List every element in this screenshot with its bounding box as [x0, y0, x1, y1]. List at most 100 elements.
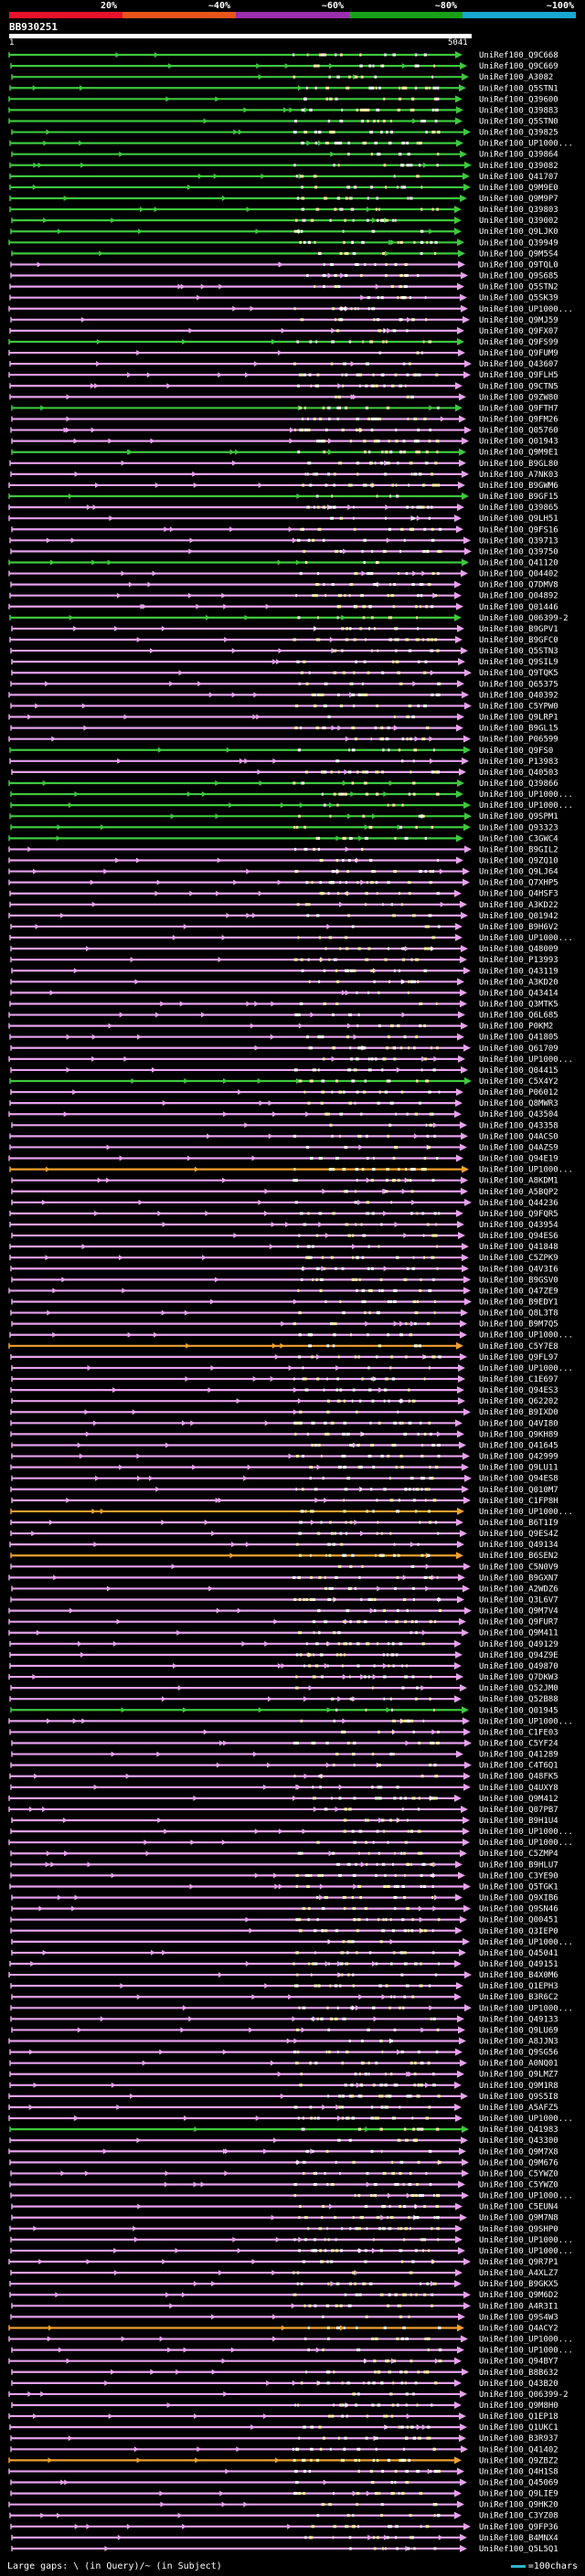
- hit-row[interactable]: UniRef100_P0KM2: [8, 1023, 553, 1032]
- hit-row[interactable]: UniRef100_UP1000...: [10, 2191, 573, 2201]
- hit-row[interactable]: UniRef100_Q4H1S8: [8, 2467, 558, 2476]
- hit-row[interactable]: UniRef100_C3GWC4: [8, 834, 558, 843]
- hit-row[interactable]: UniRef100_A5BQP2: [11, 1187, 558, 1197]
- hit-row[interactable]: UniRef100_Q1UKC1: [9, 2423, 558, 2433]
- hit-row[interactable]: UniRef100_Q5STN0: [8, 117, 558, 127]
- hit-row[interactable]: UniRef100_Q43414: [10, 989, 558, 998]
- hit-row[interactable]: UniRef100_UP1000...: [9, 934, 573, 943]
- hit-row[interactable]: UniRef100_Q49129: [9, 1640, 558, 1649]
- hit-row[interactable]: UniRef100_UP1000...: [11, 1938, 573, 1947]
- hit-row[interactable]: UniRef100_Q5L5Q1: [11, 2544, 558, 2554]
- hit-row[interactable]: UniRef100_B9GSV0: [11, 1276, 558, 1285]
- hit-row[interactable]: UniRef100_Q39883: [8, 106, 558, 115]
- hit-row[interactable]: UniRef100_Q9FUR7: [8, 1617, 558, 1627]
- hit-row[interactable]: UniRef100_Q52JM0: [10, 1684, 558, 1693]
- hit-row[interactable]: UniRef100_UP1000...: [9, 1166, 573, 1175]
- hit-row[interactable]: UniRef100_Q05760: [10, 426, 558, 436]
- hit-row[interactable]: UniRef100_B9GKX5: [9, 2280, 558, 2289]
- hit-row[interactable]: UniRef100_Q40503: [11, 769, 558, 778]
- hit-row[interactable]: UniRef100_Q9FS0: [9, 746, 553, 756]
- hit-row[interactable]: UniRef100_Q39864: [11, 151, 558, 160]
- hit-row[interactable]: UniRef100_Q49134: [9, 1541, 558, 1550]
- hit-row[interactable]: UniRef100_Q41289: [11, 1750, 558, 1760]
- hit-row[interactable]: UniRef100_P13983: [9, 758, 558, 767]
- hit-row[interactable]: UniRef100_Q9SG56: [9, 2048, 558, 2058]
- hit-row[interactable]: UniRef100_Q9M7N8: [11, 2214, 558, 2223]
- hit-row[interactable]: UniRef100_Q48009: [10, 945, 558, 954]
- hit-row[interactable]: UniRef100_Q9M412: [8, 1794, 558, 1804]
- hit-row[interactable]: UniRef100_C5YWZ0: [9, 2180, 558, 2190]
- hit-row[interactable]: UniRef100_P06599: [8, 735, 558, 745]
- hit-row[interactable]: UniRef100_Q9FS99: [8, 337, 558, 347]
- hit-row[interactable]: UniRef100_Q9LU11: [10, 1464, 558, 1473]
- hit-row[interactable]: UniRef100_Q43954: [9, 1220, 558, 1230]
- hit-row[interactable]: UniRef100_Q8L3T8: [10, 1309, 558, 1319]
- hit-row[interactable]: UniRef100_A4XLZ7: [10, 2269, 558, 2278]
- hit-row[interactable]: UniRef100_B9HLU7: [10, 1860, 558, 1870]
- hit-row[interactable]: UniRef100_Q9LJ64: [8, 867, 558, 877]
- hit-row[interactable]: UniRef100_Q9LH51: [8, 514, 558, 524]
- hit-row[interactable]: UniRef100_Q9ES4Z: [10, 1530, 558, 1539]
- hit-row[interactable]: UniRef100_Q4UXY8: [10, 1783, 558, 1793]
- hit-row[interactable]: UniRef100_Q9S685: [10, 272, 558, 281]
- hit-row[interactable]: UniRef100_Q5STN2: [9, 283, 558, 292]
- hit-row[interactable]: UniRef100_Q43358: [11, 1121, 558, 1130]
- hit-row[interactable]: UniRef100_Q9FUM9: [8, 349, 558, 358]
- hit-row[interactable]: UniRef100_B9H6V2: [10, 922, 558, 932]
- hit-row[interactable]: UniRef100_Q9M5S4: [11, 249, 558, 259]
- hit-row[interactable]: UniRef100_Q49133: [10, 2015, 558, 2024]
- hit-row[interactable]: UniRef100_UP1000...: [8, 2336, 573, 2345]
- hit-row[interactable]: UniRef100_Q39600: [8, 95, 558, 104]
- hit-row[interactable]: UniRef100_Q3L6V7: [10, 1596, 558, 1606]
- hit-row[interactable]: UniRef100_Q45069: [10, 2479, 558, 2488]
- hit-row[interactable]: UniRef100_Q47ZE9: [8, 1287, 558, 1296]
- hit-row[interactable]: UniRef100_Q41120: [8, 558, 558, 568]
- hit-row[interactable]: UniRef100_Q48FK5: [9, 1773, 558, 1782]
- hit-row[interactable]: UniRef100_Q39803: [9, 206, 558, 215]
- hit-row[interactable]: UniRef100_Q9ZQ10: [8, 857, 558, 866]
- hit-row[interactable]: UniRef100_Q9M6D2: [9, 2291, 558, 2300]
- hit-row[interactable]: UniRef100_Q43504: [8, 1110, 558, 1119]
- hit-row[interactable]: UniRef100_Q39865: [8, 504, 558, 513]
- hit-row[interactable]: UniRef100_Q61709: [10, 1044, 558, 1054]
- hit-row[interactable]: UniRef100_Q52B88: [9, 1695, 558, 1704]
- hit-row[interactable]: UniRef100_B3R6C2: [11, 1993, 558, 2002]
- hit-row[interactable]: UniRef100_A3KD22: [9, 901, 558, 910]
- hit-row[interactable]: UniRef100_A8JJN3: [8, 2038, 558, 2047]
- hit-row[interactable]: UniRef100_A0NQ01: [9, 2059, 558, 2069]
- hit-row[interactable]: UniRef100_Q4V3I6: [10, 1265, 558, 1274]
- hit-row[interactable]: UniRef100_B4X0M6: [8, 1971, 558, 1980]
- hit-row[interactable]: UniRef100_Q93323: [10, 823, 558, 832]
- hit-row[interactable]: UniRef100_Q65375: [10, 680, 558, 689]
- hit-row[interactable]: UniRef100_Q9SN46: [11, 1905, 558, 1914]
- hit-row[interactable]: UniRef100_Q9FTH7: [11, 404, 558, 413]
- hit-row[interactable]: UniRef100_Q39866: [8, 779, 558, 789]
- hit-row[interactable]: UniRef100_Q5SK39: [9, 293, 558, 303]
- hit-row[interactable]: UniRef100_Q01446: [8, 602, 558, 612]
- hit-row[interactable]: UniRef100_Q42999: [11, 1453, 558, 1462]
- hit-row[interactable]: UniRef100_C3YE90: [10, 1871, 558, 1881]
- hit-row[interactable]: UniRef100_Q9LIE9: [10, 2489, 558, 2499]
- hit-row[interactable]: UniRef100_Q9M8H0: [11, 2401, 558, 2411]
- hit-row[interactable]: UniRef100_Q9ZBZ2: [8, 2456, 558, 2465]
- hit-row[interactable]: UniRef100_Q9LMZ7: [9, 2071, 558, 2080]
- hit-row[interactable]: UniRef100_UP1000...: [10, 2235, 573, 2245]
- hit-row[interactable]: UniRef100_UP1000...: [10, 801, 573, 811]
- hit-row[interactable]: UniRef100_Q9M9P7: [9, 195, 558, 204]
- hit-row[interactable]: UniRef100_Q9M9E0: [9, 184, 558, 193]
- hit-row[interactable]: UniRef100_A3KD20: [10, 978, 558, 987]
- hit-row[interactable]: UniRef100_Q9M9E1: [11, 449, 558, 458]
- hit-row[interactable]: UniRef100_Q39713: [9, 536, 558, 546]
- hit-row[interactable]: UniRef100_B9M7Q5: [11, 1320, 558, 1330]
- hit-row[interactable]: UniRef100_Q9FLH5: [8, 371, 558, 380]
- hit-row[interactable]: UniRef100_Q41707: [9, 172, 558, 182]
- hit-row[interactable]: UniRef100_Q9C668: [8, 51, 558, 60]
- hit-row[interactable]: UniRef100_Q9ZW80: [9, 393, 558, 402]
- hit-row[interactable]: UniRef100_Q39825: [11, 128, 558, 138]
- hit-row[interactable]: UniRef100_Q94E19: [8, 1155, 558, 1164]
- hit-row[interactable]: UniRef100_Q4ACS0: [9, 1132, 558, 1141]
- hit-row[interactable]: UniRef100_Q1EPH3: [10, 1982, 558, 1991]
- hit-row[interactable]: UniRef100_UP1000...: [8, 1839, 573, 1848]
- hit-row[interactable]: UniRef100_C3YZ08: [9, 2512, 558, 2521]
- hit-row[interactable]: UniRef100_B6SEN2: [10, 1552, 558, 1561]
